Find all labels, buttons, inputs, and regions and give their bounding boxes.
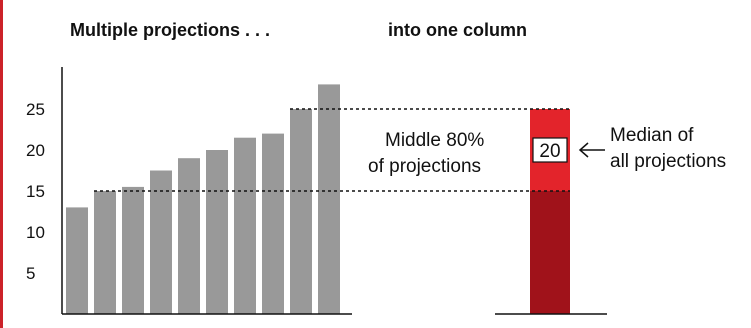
y-tick-label: 20 <box>26 141 45 160</box>
projection-bar <box>206 150 228 314</box>
projection-bar <box>262 133 284 314</box>
median-note-line1: Median of <box>610 125 694 146</box>
projection-bar <box>290 109 312 314</box>
y-tick-label: 5 <box>26 264 35 283</box>
y-tick-label: 10 <box>26 223 45 242</box>
median-arrow <box>578 142 605 158</box>
y-tick-label: 25 <box>26 100 45 119</box>
left-chart-title: Multiple projections . . . <box>70 20 270 40</box>
projection-bars <box>66 84 340 315</box>
projection-bar <box>94 191 116 314</box>
projection-bar <box>234 137 256 314</box>
projection-bar <box>122 186 144 314</box>
projection-bar <box>318 84 340 315</box>
summary-column <box>530 109 570 314</box>
y-tick-label: 15 <box>26 182 45 201</box>
right-chart-title: into one column <box>388 20 527 40</box>
left-accent-rule <box>0 0 3 328</box>
median-note-line2: all projections <box>610 151 726 172</box>
projection-bar <box>66 207 88 314</box>
median-value-box <box>532 137 568 163</box>
projection-bar <box>178 158 200 314</box>
median-value-label: 20 <box>539 141 560 162</box>
y-axis-ticks: 5 10 15 20 25 <box>26 100 45 283</box>
column-segment <box>530 191 570 314</box>
middle-note-line1: Middle 80% <box>385 130 484 151</box>
projection-bar <box>150 170 172 314</box>
middle-note-line2: of projections <box>368 156 481 177</box>
